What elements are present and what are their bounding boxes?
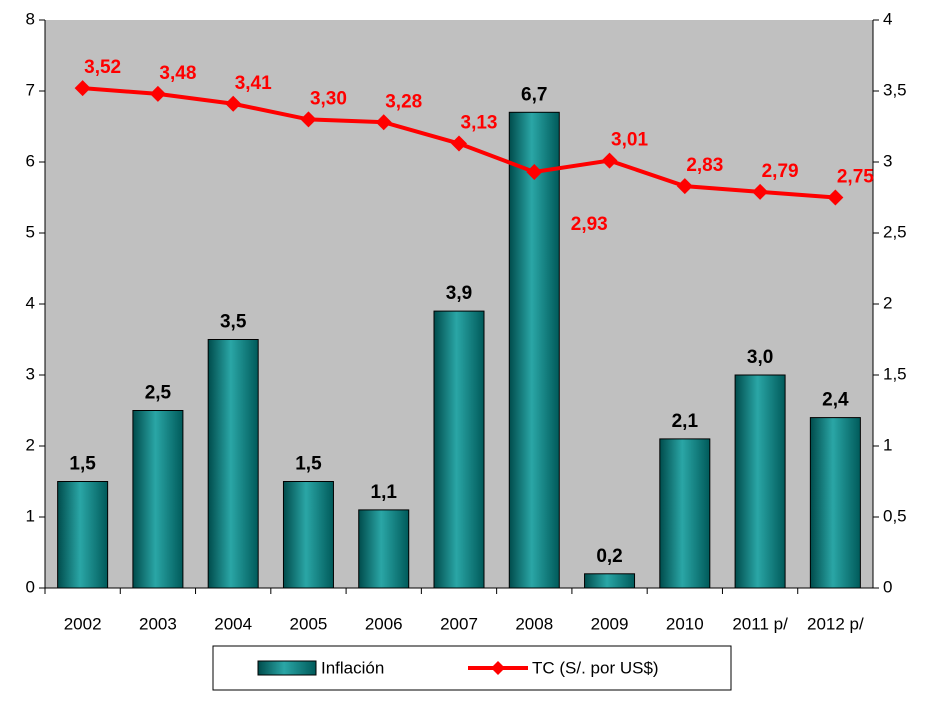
y2-tick-label: 3,5: [883, 80, 907, 99]
bar: [132, 410, 184, 589]
x-tick-label: 2007: [440, 614, 478, 633]
y2-tick-label: 3: [883, 151, 892, 170]
y2-tick-label: 0,5: [883, 506, 907, 525]
line-marker: [601, 152, 618, 169]
x-tick-label: 2010: [666, 614, 704, 633]
line-value-label: 3,01: [611, 130, 648, 151]
bar-value-label: 1,5: [295, 454, 322, 475]
line-marker: [526, 163, 543, 180]
y-tick-label: 3: [26, 364, 35, 383]
bar: [734, 374, 786, 589]
line-value-label: 3,28: [385, 91, 422, 112]
line-marker: [225, 95, 242, 112]
bar-value-label: 2,4: [822, 390, 849, 411]
bar-value-label: 3,0: [747, 347, 773, 368]
y-tick-label: 7: [26, 80, 35, 99]
x-tick-label: 2006: [365, 614, 403, 633]
bar-value-label: 3,9: [446, 283, 472, 304]
bar: [57, 481, 109, 589]
line-marker: [827, 189, 844, 206]
line-marker: [149, 85, 166, 102]
x-tick-label: 2004: [214, 614, 252, 633]
bar-value-label: 2,5: [145, 383, 172, 404]
x-tick-label: 2002: [64, 614, 102, 633]
y-tick-label: 2: [26, 435, 35, 454]
y2-tick-label: 1,5: [883, 364, 907, 383]
y2-tick-label: 0: [883, 577, 892, 596]
bar: [809, 417, 861, 589]
line-value-label: 2,93: [571, 214, 608, 235]
line-value-label: 3,30: [310, 88, 347, 109]
line-marker: [752, 183, 769, 200]
line-marker: [451, 135, 467, 152]
line-value-label: 3,52: [84, 57, 121, 78]
bar: [584, 573, 636, 589]
bar-value-label: 2,1: [672, 411, 699, 432]
y2-tick-label: 4: [883, 9, 892, 28]
bar: [433, 310, 485, 589]
y-tick-label: 8: [26, 9, 35, 28]
line-value-label: 2,75: [837, 167, 874, 188]
bar: [207, 339, 259, 589]
bar: [508, 111, 560, 589]
y2-tick-label: 1: [883, 435, 892, 454]
bar-value-label: 0,2: [596, 546, 622, 567]
line-marker: [300, 111, 317, 128]
y-tick-label: 6: [26, 151, 35, 170]
legend-label: Inflación: [321, 658, 384, 677]
line-marker: [74, 80, 91, 97]
legend: Inflación TC (S/. por US$): [212, 645, 732, 691]
bar: [659, 438, 711, 589]
line-value-label: 2,83: [686, 155, 723, 176]
line-value-label: 3,48: [159, 63, 196, 84]
bar-value-label: 3,5: [220, 312, 247, 333]
legend-swatch: [257, 660, 317, 676]
bar-value-label: 1,1: [371, 482, 398, 503]
y2-tick-label: 2: [883, 293, 892, 312]
x-tick-label: 2009: [591, 614, 629, 633]
x-tick-label: 2012 p/: [807, 614, 864, 633]
x-tick-label: 2008: [515, 614, 553, 633]
y2-tick-label: 2,5: [883, 222, 907, 241]
line-value-label: 3,13: [461, 113, 498, 134]
y-tick-label: 0: [26, 577, 35, 596]
line-marker: [375, 114, 392, 131]
x-tick-label: 2003: [139, 614, 177, 633]
legend-label: TC (S/. por US$): [532, 658, 659, 677]
bar-value-label: 1,5: [69, 454, 96, 475]
legend-marker: [491, 661, 505, 675]
x-tick-label: 2005: [290, 614, 328, 633]
bar: [282, 481, 334, 589]
line-marker: [676, 178, 693, 195]
bar-value-label: 6,7: [521, 84, 547, 105]
y-tick-label: 1: [26, 506, 35, 525]
y-tick-label: 4: [26, 293, 35, 312]
line-value-label: 3,41: [235, 73, 272, 94]
x-tick-label: 2011 p/: [732, 614, 788, 633]
y-tick-label: 5: [26, 222, 35, 241]
bar: [358, 509, 410, 589]
line-value-label: 2,79: [762, 161, 799, 182]
